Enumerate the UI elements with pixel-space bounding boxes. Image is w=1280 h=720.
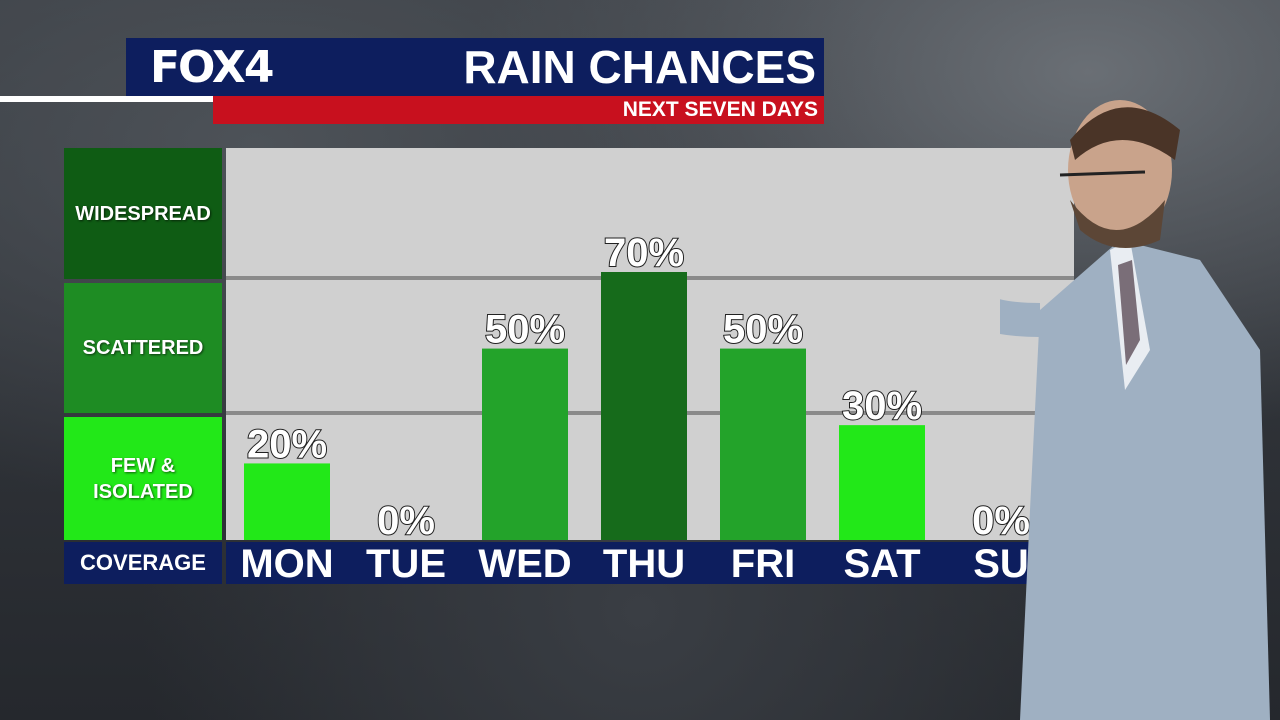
value-label-wed: 50% (485, 308, 565, 352)
presenter-arm (1000, 299, 1041, 337)
page-subtitle: NEXT SEVEN DAYS (622, 98, 818, 121)
legend-widespread: WIDESPREAD (64, 148, 222, 279)
day-label-group: MON TUE WED THU FRI SAT SU (240, 542, 1028, 586)
subtitle-bar (213, 96, 824, 124)
bar-sat (839, 425, 925, 540)
bar-wed (482, 348, 568, 540)
header-bar (126, 38, 824, 96)
day-label-strip (226, 542, 1074, 584)
day-label-tue: TUE (366, 542, 446, 586)
day-label-thu: THU (603, 542, 685, 586)
day-label-su: SU (973, 542, 1029, 586)
bar-group (244, 272, 925, 540)
value-label-thu: 70% (604, 231, 684, 275)
value-label-fri: 50% (723, 308, 803, 352)
bar-thu (601, 272, 687, 540)
day-label-fri: FRI (731, 542, 795, 586)
fox4-logo: FOX4 (150, 42, 274, 93)
header-rule (0, 96, 214, 102)
bar-fri (720, 348, 806, 540)
legend-scattered: SCATTERED (64, 283, 222, 413)
presenter-hair (1070, 107, 1180, 160)
day-label-sat: SAT (843, 542, 920, 586)
presenter-suit (1020, 240, 1270, 720)
value-label-sat: 30% (842, 384, 922, 428)
day-label-mon: MON (240, 542, 333, 586)
value-label-mon: 20% (247, 422, 327, 466)
coverage-axis-label: COVERAGE (64, 542, 222, 584)
percent-label-group: 20% 0% 50% 70% 50% 30% 0% (246, 230, 1031, 544)
glasses-icon (1059, 170, 1146, 177)
day-label-wed: WED (478, 542, 571, 586)
legend-few-isolated-label: FEW & ISOLATED (93, 454, 193, 503)
legend-few-isolated: FEW & ISOLATED (64, 417, 222, 540)
presenter-figure (1000, 100, 1270, 720)
bar-mon (244, 463, 330, 540)
page-title: RAIN CHANCES (463, 41, 816, 93)
presenter-tie (1118, 260, 1140, 365)
value-label-su: 0% (972, 499, 1030, 543)
presenter-beard (1070, 200, 1165, 248)
value-label-tue: 0% (377, 499, 435, 543)
